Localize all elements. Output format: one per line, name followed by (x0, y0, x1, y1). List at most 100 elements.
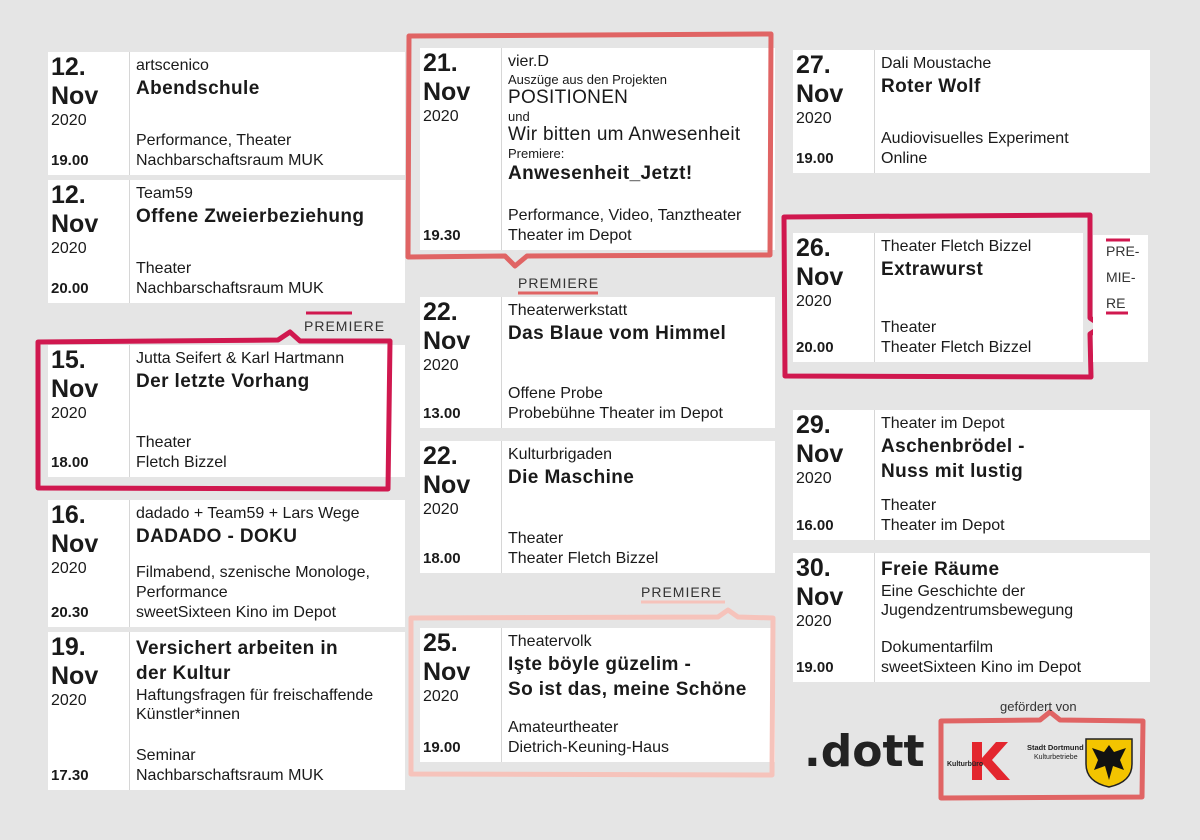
event-meta: Theater Theater Fletch Bizzel (508, 529, 769, 569)
event-title: Aschenbrödel - (881, 436, 1025, 457)
frame (405, 31, 774, 269)
event-month: Nov (796, 263, 844, 291)
event-title: Versichert arbeiten in (136, 638, 339, 659)
event-year: 2020 (51, 405, 87, 422)
event-month: Nov (423, 658, 471, 686)
event-day: 25. (423, 629, 458, 657)
event-date: 29. Nov 2020 16.00 (793, 410, 875, 540)
organizer: Jutta Seifert & Karl Hartmann (136, 350, 345, 367)
venue: Theater Fletch Bizzel (508, 550, 659, 567)
event-time: 16.00 (796, 517, 834, 534)
event-info: Kulturbrigaden Die Maschine Theater Theater… (502, 441, 775, 573)
event-time: 20.00 (51, 280, 89, 297)
category: Theater (136, 260, 192, 277)
event-card: 30. Nov 2020 19.00 Freie Räume Eine Geschicht… (793, 553, 1150, 682)
event-day: 26. (796, 234, 831, 262)
event-day: 30. (796, 554, 831, 582)
event-month: Nov (51, 375, 99, 403)
event-meta: Theater Theater im Depot (881, 496, 1144, 536)
category: Dokumentarfilm (881, 639, 994, 656)
event-card: 12. Nov 2020 20.00 Team59 Offene Zweierbezieh… (48, 180, 405, 303)
venue: Theater im Depot (881, 517, 1005, 534)
event-title: Işte böyle güzelim - (508, 654, 692, 675)
event-date: 19. Nov 2020 17.30 (48, 632, 130, 790)
venue: Nachbarschaftsraum MUK (136, 152, 324, 169)
event-card: 19. Nov 2020 17.30 Versichert arbeiten in der… (48, 632, 405, 790)
organizer: dadado + Team59 + Lars Wege (136, 505, 360, 522)
event-title: Abendschule (136, 78, 260, 99)
event-meta: Amateurtheater Dietrich-Keuning-Haus (508, 718, 769, 758)
frames (35, 31, 1146, 801)
category: Performance, Video, Tanztheater (508, 207, 742, 224)
frame (781, 212, 1105, 380)
event-time: 20.00 (796, 339, 834, 356)
event-card: 25. Nov 2020 19.00 Theatervolk Işte böyle güz… (420, 628, 775, 762)
city-text: Stadt Dortmund (1027, 743, 1084, 752)
event-info: dadado + Team59 + Lars Wege DADADO - DOKU… (130, 500, 405, 627)
organizer: Team59 (136, 185, 193, 202)
venue: Nachbarschaftsraum MUK (136, 280, 324, 297)
event-year: 2020 (423, 357, 459, 374)
event-card: 29. Nov 2020 16.00 Theater im Depot Aschenbrö… (793, 410, 1150, 540)
event-month: Nov (423, 327, 471, 355)
event-meta: Performance, Video, Tanztheater Theater i… (508, 206, 769, 246)
event-date: 22. Nov 2020 18.00 (420, 441, 502, 573)
intro: Auszüge aus den Projekten (508, 72, 667, 87)
event-month: Nov (51, 530, 99, 558)
premiere-label: PREMIERE (641, 584, 722, 600)
category: Theater (881, 319, 937, 336)
premiere-label: PREMIERE (518, 275, 599, 291)
event-month: Nov (51, 210, 99, 238)
premiere-vertical: RE (1106, 295, 1125, 311)
event-info: Freie Räume Eine Geschichte der Jugendzen… (875, 553, 1150, 682)
venue: sweetSixteen Kino im Depot (881, 659, 1082, 676)
event-month: Nov (796, 80, 844, 108)
event-time: 19.30 (423, 227, 461, 244)
project: POSITIONEN (508, 87, 629, 108)
event-title: Die Maschine (508, 467, 635, 488)
event-year: 2020 (423, 688, 459, 705)
frame (408, 607, 776, 778)
event-day: 19. (51, 633, 86, 661)
category: Theater (881, 497, 937, 514)
organizer: Theaterwerkstatt (508, 302, 628, 319)
event-meta: Seminar Nachbarschaftsraum MUK (136, 746, 399, 786)
event-card: 22. Nov 2020 13.00 Theaterwerkstatt Das Blaue… (420, 297, 775, 428)
event-date: 22. Nov 2020 13.00 (420, 297, 502, 428)
event-title: Der letzte Vorhang (136, 371, 310, 392)
department-text: Kulturbetriebe (1034, 754, 1078, 761)
event-meta: Filmabend, szenische Monologe, Performan… (136, 563, 399, 623)
category: Amateurtheater (508, 719, 619, 736)
organizer: Theater Fletch Bizzel (881, 238, 1032, 255)
event-meta: Theater Fletch Bizzel (136, 433, 399, 473)
category: Filmabend, szenische Monologe, Performan… (136, 564, 370, 601)
venue: Theater Fletch Bizzel (881, 339, 1032, 356)
venue: Nachbarschaftsraum MUK (136, 767, 324, 784)
event-title: Offene Zweierbeziehung (136, 206, 365, 227)
event-year: 2020 (423, 108, 459, 125)
event-time: 20.30 (51, 604, 89, 621)
event-year: 2020 (423, 501, 459, 518)
event-time: 13.00 (423, 405, 461, 422)
venue: Probebühne Theater im Depot (508, 405, 723, 422)
event-month: Nov (51, 82, 99, 110)
event-time: 19.00 (796, 659, 834, 676)
event-info: Theaterwerkstatt Das Blaue vom Himmel Offe… (502, 297, 775, 428)
event-title: Das Blaue vom Himmel (508, 323, 727, 344)
event-info: Theater Fletch Bizzel Extrawurst Theater Th… (875, 233, 1083, 362)
category: Theater (508, 530, 564, 547)
subtitle: Haftungsfragen für freischaffende Künstl… (136, 687, 374, 723)
event-date: 16. Nov 2020 20.30 (48, 500, 130, 627)
event-day: 27. (796, 51, 831, 79)
event-day: 22. (423, 442, 458, 470)
event-info: Theater im Depot Aschenbrödel - Nuss mit l… (875, 410, 1150, 540)
event-time: 19.00 (796, 150, 834, 167)
event-year: 2020 (51, 112, 87, 129)
organizer: Theatervolk (508, 633, 592, 650)
organizer: vier.D (508, 53, 549, 70)
event-info: artscenico Abendschule Performance, Theate… (130, 52, 405, 175)
event-meta: Theater Theater Fletch Bizzel (881, 318, 1077, 358)
premiere-note: Premiere: (508, 146, 565, 161)
event-title: Freie Räume (881, 559, 1000, 580)
